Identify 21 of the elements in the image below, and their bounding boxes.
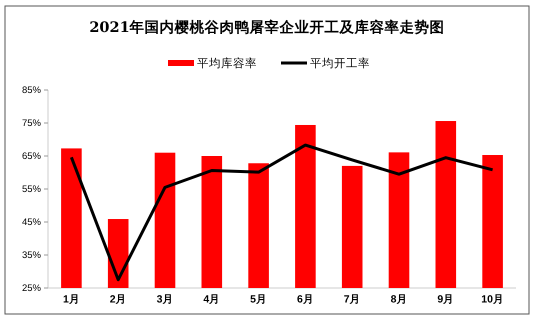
x-tick-label: 7月 — [344, 294, 361, 306]
x-tick-label: 9月 — [437, 294, 454, 306]
x-tick-label: 5月 — [250, 294, 268, 306]
x-tick-label: 10月 — [481, 294, 504, 306]
chart-title: 2021年国内樱桃谷肉鸭屠宰企业开工及库容率走势图 — [89, 18, 445, 36]
x-tick-label: 2月 — [110, 294, 127, 306]
y-tick-label: 75% — [22, 118, 42, 130]
x-tick-label: 6月 — [296, 294, 314, 306]
x-tick-label: 8月 — [390, 294, 408, 306]
y-tick-label: 55% — [22, 184, 42, 196]
y-tick-label: 45% — [22, 217, 42, 228]
x-tick-label: 4月 — [203, 294, 220, 306]
line-series — [70, 144, 494, 282]
y-tick-label: 65% — [22, 151, 42, 162]
legend-label: 平均库容率 — [197, 56, 257, 70]
legend-label: 平均开工率 — [310, 56, 370, 70]
y-tick-label: 25% — [22, 283, 42, 294]
x-tick-label: 3月 — [156, 294, 174, 306]
y-tick-label: 85% — [22, 85, 42, 96]
y-tick-label: 35% — [22, 250, 42, 262]
x-tick-label: 1月 — [62, 294, 80, 306]
